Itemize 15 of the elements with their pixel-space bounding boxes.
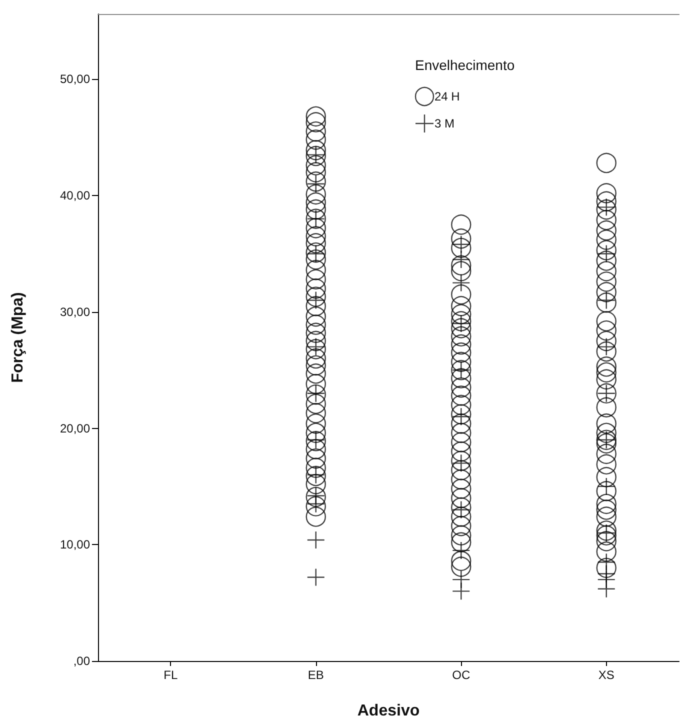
x-tick-label: EB xyxy=(308,668,324,682)
x-axis-title: Adesivo xyxy=(357,702,420,720)
y-axis-title: Força (Mpa) xyxy=(10,292,26,383)
x-tick-label: FL xyxy=(164,668,178,682)
x-tick-label: XS xyxy=(598,668,614,682)
legend-label: 24 H xyxy=(434,90,460,104)
x-tick-label: OC xyxy=(452,668,470,682)
y-tick-label: 20,00 xyxy=(60,421,90,436)
y-tick-label: 50,00 xyxy=(60,72,90,86)
y-tick-label: ,00 xyxy=(73,654,90,668)
y-tick-label: 40,00 xyxy=(60,188,90,203)
legend-title: Envelhecimento xyxy=(415,57,515,73)
legend-label: 3 M xyxy=(434,116,455,130)
y-tick-label: 10,00 xyxy=(60,538,90,552)
y-tick-label: 30,00 xyxy=(60,304,90,319)
